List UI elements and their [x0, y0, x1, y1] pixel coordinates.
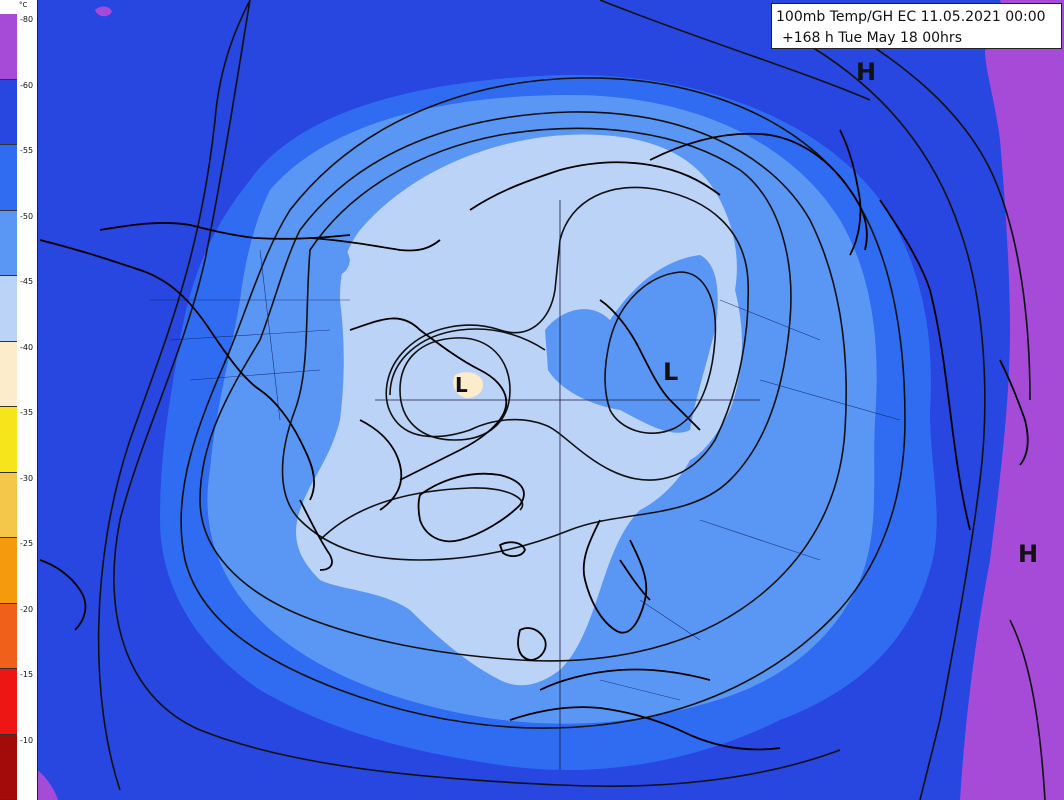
legend-tick-label: -40	[20, 342, 34, 352]
legend-tick-label: -80	[20, 15, 34, 24]
coast-caribbean	[39, 559, 87, 631]
contour-east-2	[829, 19, 1031, 401]
contour-low-siberia	[604, 271, 717, 434]
contour-ring-3	[180, 77, 906, 729]
contour-ring-6	[385, 186, 750, 481]
low-siberia-label: L	[663, 358, 678, 386]
low-canada-label: L	[455, 373, 468, 397]
legend-band	[0, 734, 17, 800]
coastlines	[39, 129, 1029, 751]
temperature-legend: °C -80 -60 -55 -50 -45 -40 -35 -30 -25 -20 -15 -10	[0, 0, 38, 800]
contour-east-1	[799, 39, 986, 800]
legend-band	[0, 603, 17, 669]
coast-british-isles	[517, 627, 547, 661]
high-west-pacific-label: H	[1018, 540, 1038, 568]
band-minus40-spot	[453, 372, 484, 398]
coast-greenland	[417, 472, 525, 543]
legend-unit: °C	[19, 1, 28, 9]
coast-kamchatka	[839, 129, 862, 256]
contour-ring-7	[389, 328, 546, 396]
legend-band	[0, 341, 17, 407]
legend-tick-label: -50	[20, 211, 34, 221]
coast-siberia-north	[469, 161, 721, 211]
legend-band	[0, 472, 17, 538]
contour-east-4	[1009, 619, 1046, 800]
high-north-pacific-label: H	[856, 58, 876, 86]
coast-japan	[999, 359, 1029, 466]
coast-hudson-bay	[359, 419, 403, 511]
legend-band	[0, 669, 17, 735]
coast-taimyr	[599, 299, 701, 431]
band-minus60-north-west	[95, 6, 112, 17]
band-minus45	[296, 134, 742, 686]
coast-scandinavia	[582, 519, 648, 634]
legend-band	[0, 210, 17, 276]
contour-low-canada	[399, 337, 511, 441]
coast-iceland	[499, 541, 526, 557]
legend-tick-label: -45	[20, 277, 34, 286]
legend-band	[0, 538, 17, 604]
coast-mediterranean	[509, 706, 781, 751]
band-minus50-west-notch	[313, 210, 350, 276]
legend-tick-label: -10	[20, 735, 34, 745]
legend-tick-label: -55	[20, 146, 34, 155]
coast-labrador	[299, 499, 333, 571]
legend-tick-label: -30	[20, 473, 34, 483]
coast-aleutians	[309, 237, 441, 252]
title-line-2: +168 h Tue May 18 00hrs	[782, 30, 962, 46]
legend-band	[0, 14, 17, 80]
band-minus60-southwest	[37, 770, 58, 800]
legend-tick-label: -25	[20, 539, 34, 548]
legend-band	[0, 79, 17, 145]
title-line-1: 100mb Temp/GH EC 11.05.2021 00:00	[776, 9, 1046, 25]
graticule	[375, 200, 760, 770]
coast-canada-arctic	[349, 317, 508, 481]
legend-tick-label: -15	[20, 670, 34, 679]
coast-alaska	[99, 222, 351, 240]
coast-north-america-west	[39, 239, 315, 501]
coast-baltic	[619, 559, 651, 601]
legend-tick-label: -20	[20, 604, 34, 614]
coast-europe	[539, 668, 711, 691]
legend-band	[0, 276, 17, 342]
legend-tick-label: -60	[20, 80, 34, 90]
legend-tick-label: -35	[20, 408, 34, 417]
contour-east-3	[599, 0, 871, 101]
contour-outer-1	[97, 0, 251, 791]
legend-band	[0, 145, 17, 211]
legend-band	[0, 407, 17, 473]
contour-ring-4	[199, 111, 847, 662]
coast-siberia-east	[649, 132, 868, 251]
geopotential-contours	[97, 0, 1046, 800]
band-minus60-east	[960, 20, 1064, 800]
contour-greenland-loop	[319, 487, 524, 541]
coast-east-asia	[879, 199, 971, 531]
band-minus50-siberia-notch	[545, 255, 718, 433]
title-box: 100mb Temp/GH EC 11.05.2021 00:00 +168 h…	[771, 3, 1062, 49]
borders	[150, 249, 901, 701]
contour-ring-5	[281, 127, 792, 561]
